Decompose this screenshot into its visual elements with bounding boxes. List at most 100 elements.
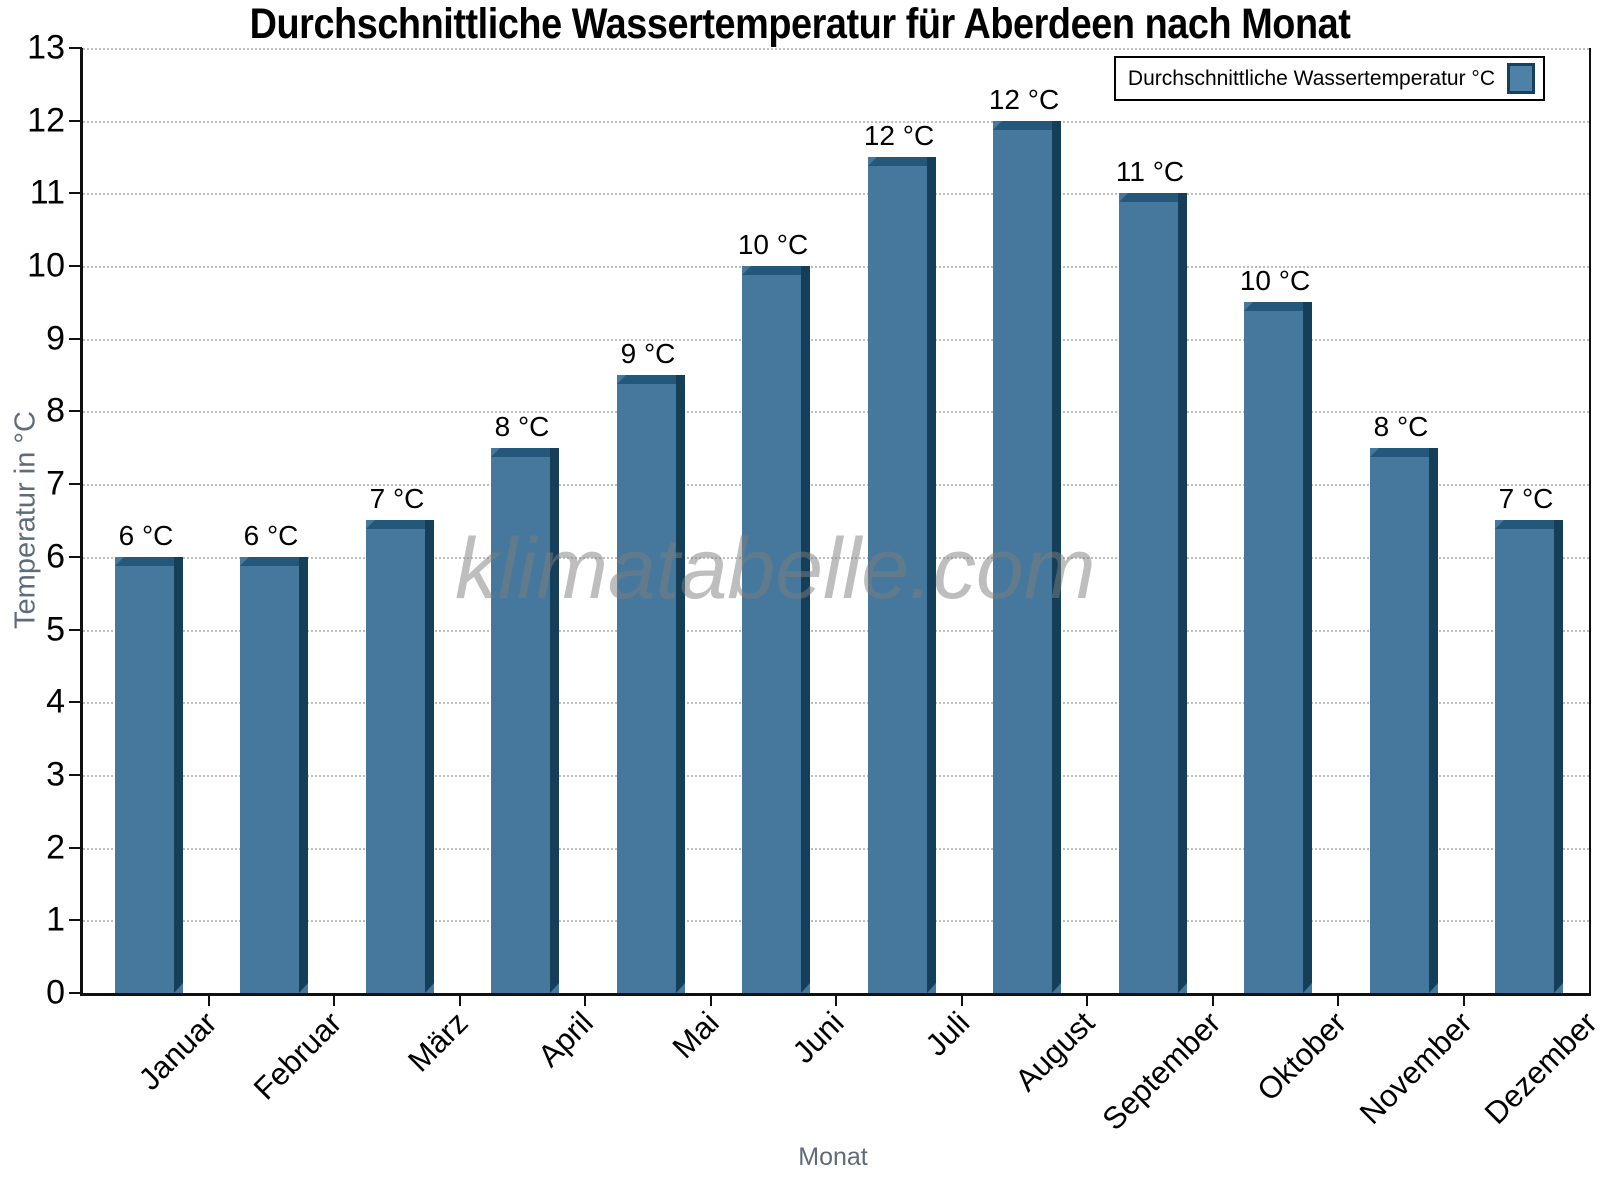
bar-right-edge: [1429, 448, 1438, 993]
x-axis-tick: [208, 993, 210, 1006]
bar-top-edge: [1119, 193, 1187, 202]
y-axis-tick-label: 1: [46, 900, 65, 939]
chart-title: Durchschnittliche Wassertemperatur für A…: [249, 0, 1351, 48]
y-axis-tick: [69, 701, 82, 704]
legend-label: Durchschnittliche Wassertemperatur °C: [1127, 66, 1495, 90]
bar-februar: 6 °C: [240, 520, 308, 993]
y-axis-tick-label: 3: [46, 755, 65, 794]
x-axis-label-text: Februar: [247, 1005, 349, 1107]
bar-right-edge: [927, 157, 936, 993]
bar-right-edge: [1303, 302, 1312, 993]
bar-value-label: 12 °C: [863, 120, 935, 151]
x-axis-label-text: Dezember: [1477, 1005, 1600, 1131]
y-axis-tick-label: 8: [46, 391, 65, 430]
bar-top-edge: [868, 157, 936, 166]
plot-area: 0 1 2 3 4 5 6 7 8 9 10 11 12 13 6 °C 6 °C 7 °C 8 °C 9 °C 1…: [27, 29, 1600, 1137]
bar-top-edge: [366, 520, 434, 529]
legend: Durchschnittliche Wassertemperatur °C: [1113, 56, 1545, 101]
x-axis-label-text: Mai: [665, 1005, 726, 1066]
x-axis-label-text: Oktober: [1250, 1005, 1353, 1108]
bar-april: 8 °C: [491, 411, 559, 993]
gridline: [83, 847, 1589, 850]
bar-right-edge: [425, 520, 434, 993]
gridline: [83, 702, 1589, 705]
gridline: [83, 629, 1589, 632]
gridline: [83, 338, 1589, 341]
gridline: [83, 193, 1589, 196]
bar-value-label: 6 °C: [243, 520, 299, 551]
x-axis-label-text: November: [1352, 1005, 1479, 1131]
y-axis-tick-label: 4: [46, 682, 65, 721]
bar-value-label: 10 °C: [1239, 265, 1311, 296]
y-axis-tick: [69, 992, 82, 994]
x-axis-tick: [835, 993, 837, 1006]
bar-right-edge: [1052, 121, 1061, 993]
x-axis-label-text: Januar: [131, 1005, 224, 1097]
bar-juni: 10 °C: [738, 229, 810, 993]
bar-august: 12 °C: [989, 84, 1061, 993]
bar-value-label: 6 °C: [118, 520, 174, 551]
y-axis-tick-label: 12: [27, 101, 65, 140]
x-axis-tick: [1463, 993, 1465, 1006]
bar-top-edge: [617, 375, 685, 384]
y-axis-tick: [69, 555, 82, 558]
bar-juli: 12 °C: [864, 120, 936, 993]
bar-märz: 7 °C: [366, 483, 434, 993]
gridline: [83, 266, 1589, 269]
gridline: [83, 920, 1589, 923]
x-axis-tick: [1212, 993, 1214, 1006]
bar-right-edge: [676, 375, 685, 993]
x-axis-tick: [584, 993, 586, 1006]
bar-top-edge: [1244, 302, 1312, 311]
x-axis-tick: [961, 993, 963, 1006]
bar-value-label: 11 °C: [1115, 156, 1185, 187]
y-axis-tick: [69, 119, 82, 122]
y-axis-tick: [69, 47, 82, 49]
y-axis-tick-label: 7: [46, 464, 65, 503]
bar-value-label: 9 °C: [620, 338, 676, 369]
x-axis-tick: [1337, 993, 1339, 1006]
bar-top-edge: [1370, 448, 1438, 457]
legend-swatch-icon: [1507, 63, 1535, 94]
gridline: [83, 484, 1589, 487]
bar-value-label: 12 °C: [988, 84, 1060, 115]
bar-top-edge: [240, 557, 308, 566]
x-axis-label-text: August: [1008, 1005, 1102, 1098]
bar-november: 8 °C: [1370, 411, 1438, 993]
x-axis-title: Monat: [798, 1143, 868, 1171]
bar-mai: 9 °C: [617, 338, 685, 993]
bar-value-label: 8 °C: [494, 411, 550, 442]
x-axis-tick: [1086, 993, 1088, 1006]
bar-right-edge: [299, 557, 308, 993]
gridline: [83, 556, 1589, 559]
bar-dezember: 7 °C: [1495, 483, 1563, 993]
x-axis-label-text: April: [531, 1005, 600, 1074]
x-axis-label-text: März: [401, 1005, 475, 1079]
bar-value-label: 10 °C: [737, 229, 809, 260]
bar-top-edge: [993, 121, 1061, 130]
y-axis-tick-label: 13: [27, 28, 65, 67]
y-axis-tick: [69, 483, 82, 486]
bar-top-edge: [742, 266, 810, 275]
x-axis-tick: [710, 993, 712, 1006]
y-axis-tick: [69, 192, 82, 195]
bar-oktober: 10 °C: [1240, 265, 1312, 993]
gridline: [83, 774, 1589, 777]
y-axis-tick: [69, 773, 82, 776]
x-axis-label-text: Juni: [785, 1005, 851, 1070]
y-axis-title: Temperatur in °C: [9, 411, 42, 629]
y-axis-tick: [69, 919, 82, 922]
bar-januar: 6 °C: [115, 520, 183, 993]
x-axis-tick: [333, 993, 335, 1006]
y-axis-tick-label: 9: [46, 319, 65, 358]
y-axis-tick: [69, 628, 82, 631]
y-axis-tick-label: 2: [46, 828, 65, 867]
gridline: [83, 411, 1589, 414]
bar-right-edge: [1554, 520, 1563, 993]
bar-september: 11 °C: [1116, 156, 1187, 993]
bar-value-label: 7 °C: [369, 483, 425, 514]
y-axis-tick: [69, 410, 82, 413]
x-axis-tick: [459, 993, 461, 1006]
bar-right-edge: [1178, 193, 1187, 993]
